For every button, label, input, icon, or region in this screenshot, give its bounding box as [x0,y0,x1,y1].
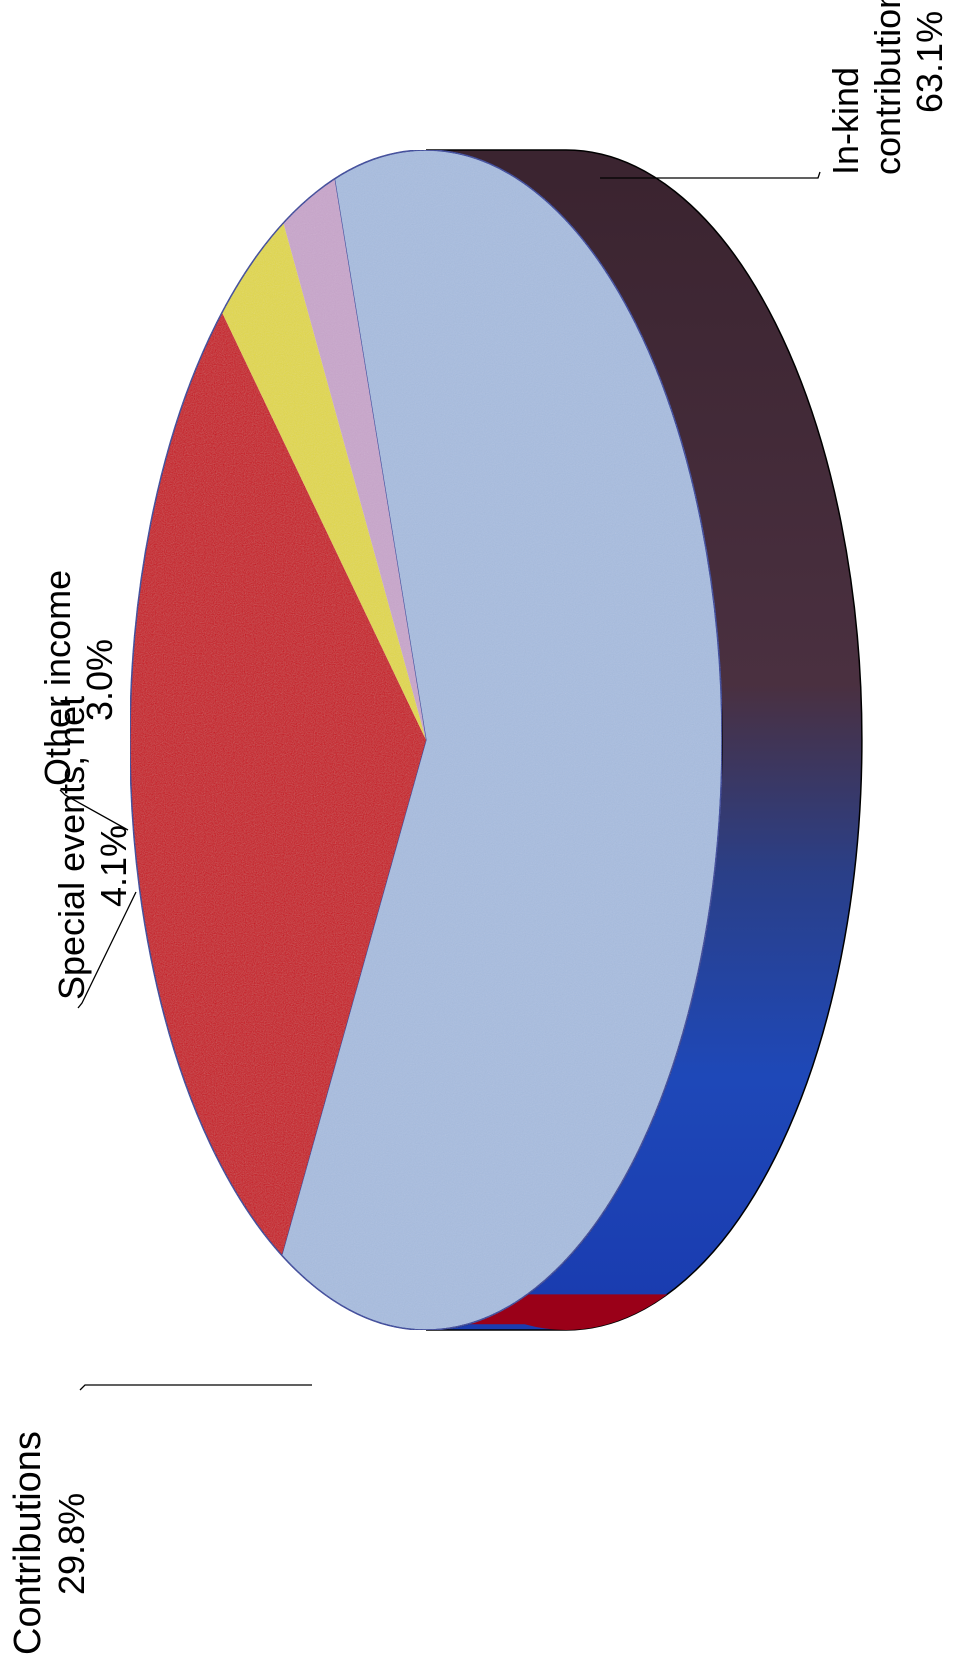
label-other: Other income 3.0% [37,570,120,786]
slice-value-special: 4.1% [93,825,134,907]
label-special: Special events, net 4.1% [51,696,134,1000]
pie-slice-3 [283,178,426,740]
leader-contrib [79,1384,312,1391]
leader-special [77,891,137,1009]
pie-side-contributions [384,1294,668,1330]
slice-label-contributions: Contributions [7,1431,49,1655]
slice-label-inkind-line1: In-kind [825,67,866,175]
slice-label-special: Special events, net [51,696,92,1000]
pie-slice-1 [130,312,426,1256]
leader-inkind [600,171,821,179]
slice-value-inkind: 63.1% [909,11,950,113]
pie-slice-2 [222,222,426,740]
slice-label-other: Other income [37,570,78,786]
slice-value-contributions: 29.8% [51,1493,92,1595]
pie-top-outline [129,149,723,1331]
leader-other [59,789,129,831]
pie-top-face [129,149,723,1331]
slice-label-inkind-line2: contributions [867,0,908,175]
slice-value-other: 3.0% [79,639,120,721]
label-contributions: Contributions 29.8% [7,1431,92,1655]
label-inkind: In-kind contributions 63.1% [825,0,950,175]
